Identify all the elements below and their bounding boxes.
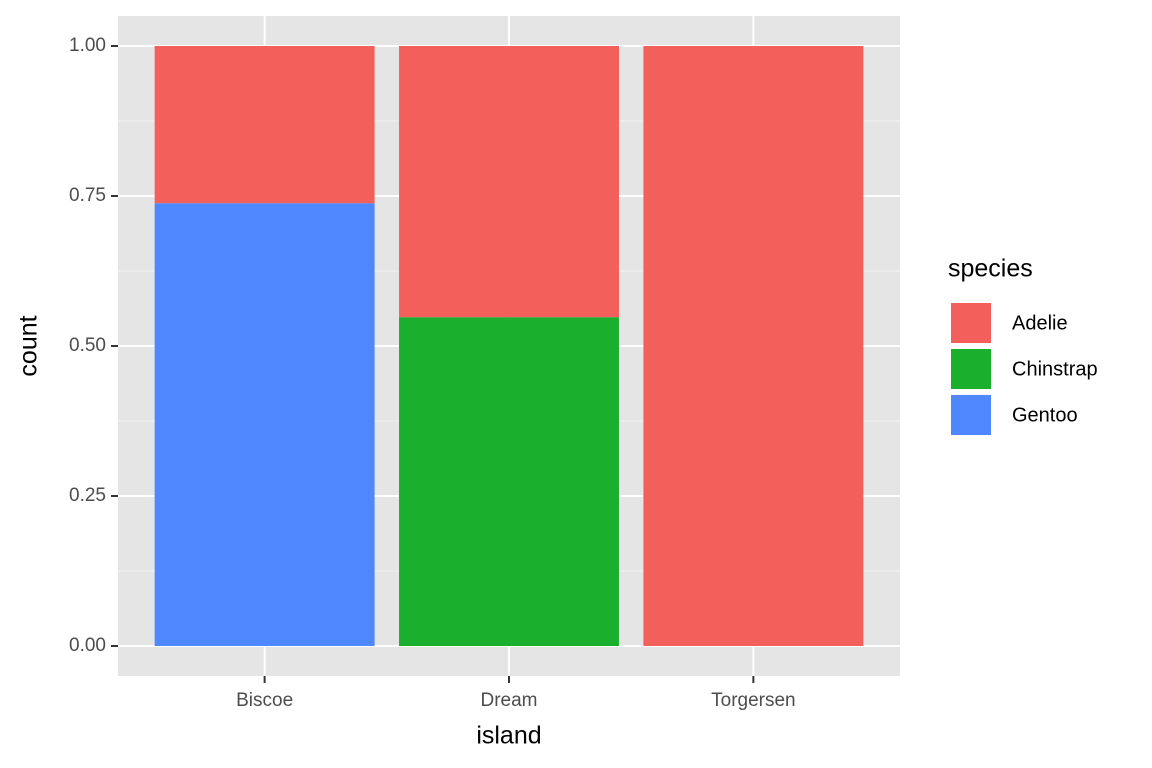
y-tick-label: 0.00 — [69, 635, 106, 656]
bar-segment — [643, 46, 864, 646]
legend-key — [949, 347, 993, 391]
legend-title: species — [948, 255, 1033, 283]
y-tick-label: 1.00 — [69, 35, 106, 56]
x-tick-label: Biscoe — [236, 690, 293, 711]
bar-segment — [399, 317, 619, 646]
bar-segment — [399, 46, 619, 318]
bar-segment — [154, 203, 375, 646]
y-axis-title: count — [15, 315, 43, 376]
legend-label: Gentoo — [1012, 404, 1078, 426]
legend-label: Adelie — [1012, 312, 1068, 334]
y-tick-label: 0.50 — [69, 335, 106, 356]
x-axis-title: island — [476, 722, 541, 750]
bar-segment — [154, 46, 375, 204]
y-tick-label: 0.25 — [69, 485, 106, 506]
x-tick-label: Dream — [480, 690, 537, 711]
legend-key — [949, 393, 993, 437]
x-tick-label: Torgersen — [711, 690, 796, 711]
legend-label: Chinstrap — [1012, 358, 1098, 380]
legend-key — [949, 301, 993, 345]
y-tick-label: 0.75 — [69, 185, 106, 206]
